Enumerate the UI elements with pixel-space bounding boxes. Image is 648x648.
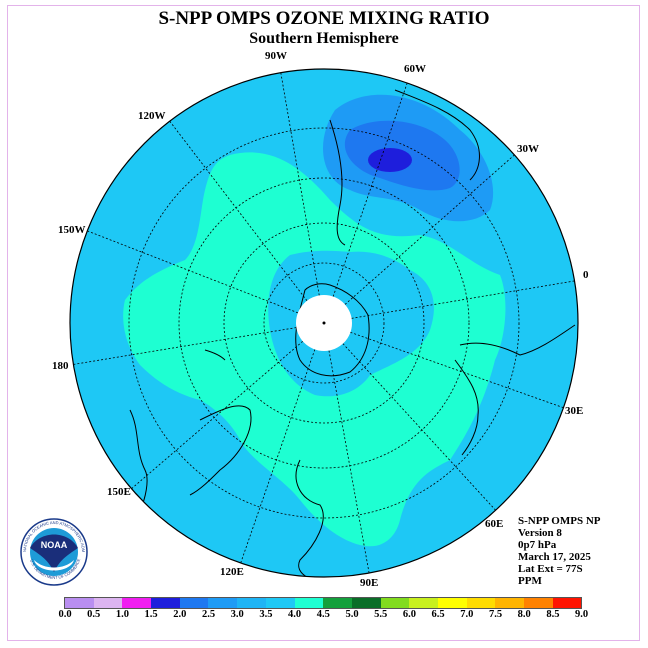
colorbar-segment — [237, 598, 266, 608]
colorbar-segment — [524, 598, 553, 608]
lon-label-120e: 120E — [220, 566, 244, 578]
colorbar-segment — [265, 598, 295, 608]
colorbar-tick-label: 0.5 — [87, 609, 101, 620]
colorbar-segment — [409, 598, 438, 608]
colorbar-tick-label: 2.5 — [201, 609, 216, 620]
colorbar-tick-label: 5.5 — [374, 609, 388, 620]
plot-frame — [7, 5, 640, 641]
map-subtitle: Southern Hemisphere — [249, 30, 399, 47]
info-units: PPM — [518, 575, 542, 587]
lon-label-60e: 60E — [485, 518, 504, 530]
colorbar-tick-label: 6.0 — [402, 609, 416, 620]
lon-label-30e: 30E — [565, 405, 584, 417]
info-lat-ext: Lat Ext = 77S — [518, 563, 583, 575]
colorbar-tick-label: 4.5 — [316, 609, 330, 620]
info-level: 0p7 hPa — [518, 539, 557, 551]
colorbar-tick-label: 5.0 — [345, 609, 359, 620]
colorbar-tick-label: 7.5 — [488, 609, 503, 620]
info-date: March 17, 2025 — [518, 551, 591, 563]
colorbar-tick-label: 6.5 — [431, 609, 445, 620]
colorbar-segment — [323, 598, 352, 608]
colorbar-segment — [437, 598, 467, 608]
colorbar-segment — [552, 598, 582, 608]
colorbar-segment — [294, 598, 324, 608]
colorbar-segment — [208, 598, 238, 608]
lon-label-180: 180 — [52, 360, 69, 372]
colorbar-segment — [466, 598, 496, 608]
lon-label-150w: 150W — [58, 224, 86, 236]
colorbar-tick-label: 4.0 — [288, 609, 302, 620]
colorbar-segment — [65, 598, 94, 608]
colorbar-tick-label: 8.5 — [546, 609, 560, 620]
coastlines — [129, 89, 576, 577]
lon-label-0: 0 — [583, 269, 589, 281]
colorbar-segment — [93, 598, 123, 608]
map-border — [69, 68, 579, 578]
colorbar-tick-label: 8.0 — [517, 609, 531, 620]
colorbar-tick-label: 2.0 — [173, 609, 187, 620]
info-instrument: S-NPP OMPS NP — [518, 515, 601, 527]
colorbar-segment — [151, 598, 180, 608]
colorbar-segment — [351, 598, 381, 608]
map-title: S-NPP OMPS OZONE MIXING RATIO — [158, 8, 490, 29]
south-pole-marker — [322, 321, 326, 325]
colorbar-segment — [122, 598, 152, 608]
lon-label-90e: 90E — [360, 577, 379, 589]
colorbar-tick-label: 9.0 — [575, 609, 589, 620]
colorbar-tick-label: 1.5 — [144, 609, 158, 620]
lon-label-30w: 30W — [517, 143, 539, 155]
graticule — [70, 69, 578, 577]
colorbar-tick-label: 1.0 — [115, 609, 129, 620]
colorbar-tick-label: 7.0 — [460, 609, 474, 620]
colorbar-tick-label: 3.5 — [259, 609, 273, 620]
lon-label-120w: 120W — [138, 110, 166, 122]
colorbar-segment — [179, 598, 209, 608]
ozone-mid-band — [123, 152, 506, 547]
info-version: Version 8 — [518, 527, 562, 539]
lon-label-60w: 60W — [404, 63, 426, 75]
lon-label-150e: 150E — [107, 486, 131, 498]
colorbar-segment — [495, 598, 524, 608]
ozone-peak — [368, 148, 412, 172]
colorbar-segment — [380, 598, 410, 608]
lon-label-90w: 90W — [265, 50, 287, 62]
colorbar-tick-label: 3.0 — [230, 609, 244, 620]
colorbar-tick-label: 0.0 — [58, 609, 72, 620]
colorbar — [64, 597, 583, 609]
